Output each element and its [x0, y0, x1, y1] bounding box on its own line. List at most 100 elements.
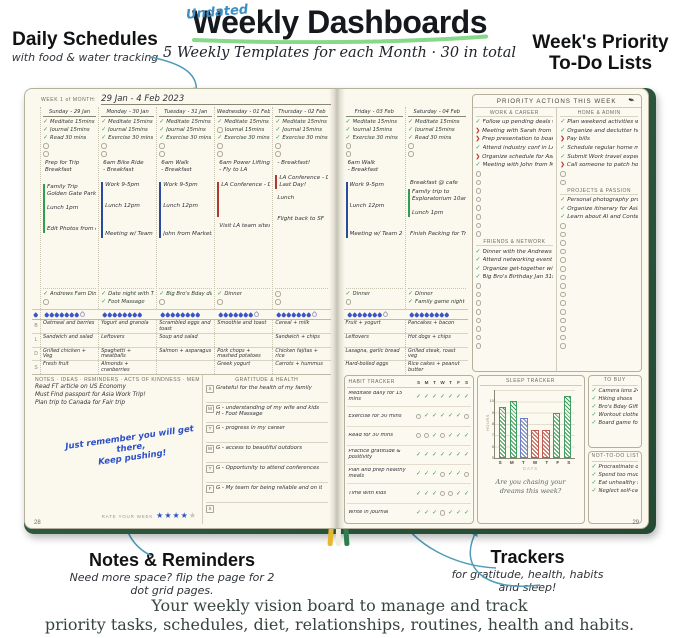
empty-checkbox-icon — [475, 231, 481, 237]
gratitude-header: GRATITUDE & HEALTH — [235, 377, 299, 383]
not-to-do-box: NOT-TO-DO LIST ✓Procrastinate on work ta… — [587, 451, 642, 524]
gratitude-day-letter: W — [206, 444, 215, 453]
day-name: Friday — [354, 108, 371, 115]
habit-mark-cell: ✓ — [455, 510, 463, 516]
check-icon: ✓ — [345, 119, 351, 125]
habit-mark-cell: ✓ — [423, 471, 431, 477]
list-item: ✓ Workout clothes — [592, 411, 639, 419]
schedule-entry: Meeting w/ Team 2-4 — [105, 231, 154, 237]
check-icon: ✓ — [431, 490, 438, 497]
empty-checkbox-icon — [560, 343, 566, 349]
check-icon: ✓ — [475, 257, 481, 264]
sleep-x-tick: T — [521, 460, 525, 465]
sleep-question-line2: dreams this week? — [499, 486, 562, 495]
priority-actions-box: PRIORITY ACTIONS THIS WEEK ✒ WORK & CARE… — [471, 94, 642, 372]
priority-item: ✓Organize get-together with colleagues — [476, 265, 554, 274]
schedule-entry: LA Conference - Day 2 — [279, 175, 328, 181]
sleep-bar — [531, 429, 539, 458]
check-icon: ✓ — [431, 394, 438, 401]
schedule-entry: Lunch 1pm — [412, 210, 444, 216]
notes-section: NOTES · IDEAS · REMINDERS · ACTS OF KIND… — [32, 375, 204, 524]
habit-tracker-title: HABIT TRACKER — [348, 379, 395, 385]
empty-checkbox-icon — [217, 143, 223, 149]
habit-day-letter: F — [457, 379, 460, 385]
habit-tracker-label: Exercise for 30 mins — [348, 413, 402, 419]
check-icon: ✓ — [591, 420, 597, 426]
schedule-entry: - Breakfast! — [277, 160, 311, 166]
empty-checkbox-icon — [43, 143, 49, 149]
empty-checkbox-icon — [439, 510, 446, 516]
schedule-entry — [412, 203, 466, 210]
day-date: - 03 Feb — [372, 108, 394, 115]
schedule-block: Finish Packing for Trip — [408, 231, 466, 238]
priority-column-right: HOME & ADMIN✓Plan weekend activities wit… — [556, 108, 641, 371]
priority-item-label: Schedule regular home maintenance — [567, 145, 638, 152]
empty-checkbox-icon — [560, 291, 566, 298]
sleep-bar — [509, 401, 518, 458]
schedule-entry: John from Marketing 2-5 — [163, 231, 212, 237]
gratitude-entry: G - My team for being reliable and on it — [216, 485, 322, 503]
priority-empty-row — [560, 342, 638, 351]
schedule-block: LA Conference - Day 2Last Day! — [275, 175, 328, 189]
check-icon: ✓ — [463, 490, 470, 497]
priority-columns: WORK & CAREER✓Follow up pending deals wi… — [473, 108, 642, 371]
water-tracker — [99, 312, 157, 317]
habit-row: ✓ Journal 15mins — [159, 126, 212, 134]
empty-checkbox-icon — [475, 188, 481, 194]
meal-cell: Rice cakes + peanut butter — [408, 361, 460, 374]
priority-empty-row — [475, 170, 554, 179]
callout-priority-lists: Week's Priority To-Do Lists — [528, 32, 673, 75]
page-title: Weekly Dashboards — [191, 4, 488, 40]
priority-item: ✓ Big Bro's Birthday Jan 31st — [476, 273, 554, 282]
schedule-entry: Lunch 12pm — [349, 203, 385, 209]
empty-checkbox-icon — [560, 223, 566, 229]
habit-row: ✓ Meditate 15mins — [275, 118, 328, 126]
check-icon: ✓ — [560, 205, 566, 212]
schedule-block: 6am Power Lifting - Fly to LA — [217, 160, 270, 174]
gratitude-entry: Grateful for the health of my family — [216, 385, 312, 403]
check-icon: ✓ — [591, 396, 597, 402]
meal-cell: Lasagna, garlic bread — [344, 347, 406, 361]
day-column: Monday - 30 Jan ✓ Meditate 15mins ✓ Journal 1… — [99, 107, 158, 309]
priority-empty-row — [475, 307, 554, 316]
water-droplet-icon — [381, 310, 389, 319]
day-column: Tuesday - 31 Jan ✓ Meditate 15mins ✓ Journal … — [157, 107, 216, 309]
left-meals-grid: B Oatmeal and berries Yogurt and granola Sc… — [32, 319, 331, 374]
star-icon: ★ — [180, 511, 189, 520]
gratitude-rows: S Grateful for the health of my family M G … — [206, 383, 328, 522]
priority-empty-row — [475, 316, 554, 325]
sleep-y-tick: 5 — [491, 455, 494, 460]
list-item: ✓Procrastinate on work tasks — [592, 463, 639, 471]
empty-checkbox-icon — [560, 309, 566, 315]
habit-mark-cell — [439, 490, 447, 497]
habit-mark-cell: ✓ — [439, 452, 447, 458]
list-item: ✓Neglect self-care — [592, 487, 639, 495]
empty-checkbox-icon — [415, 413, 422, 420]
water-droplet-icon — [433, 312, 439, 317]
water-tracker — [406, 312, 468, 317]
priority-item: ❯Meeting with Sarah from Sales — [476, 127, 554, 136]
habit-label: Exercise 30 mins — [282, 135, 328, 141]
evening-label: Dinner — [352, 291, 371, 297]
habit-tracker-label: Write in journal — [348, 509, 389, 515]
empty-checkbox-icon — [560, 334, 566, 341]
check-icon: ✓ — [463, 432, 470, 439]
check-icon: ✓ — [431, 413, 438, 420]
check-icon: ✓ — [431, 451, 438, 458]
empty-habit-row — [43, 150, 96, 158]
check-icon: ✓ — [423, 451, 430, 458]
evening-label: Big Bro's Bday dinner — [166, 291, 212, 297]
check-icon: ✓ — [447, 394, 454, 401]
right-top-row: Friday - 03 Feb ✓ Meditate 15mins ✓ Journal 1… — [343, 94, 642, 374]
empty-checkbox-icon — [560, 179, 566, 186]
priority-item-label: Meeting with Sarah from Sales — [482, 127, 553, 134]
habit-mark-cell: ✓ — [447, 471, 455, 477]
schedule-entry — [163, 210, 212, 217]
meal-cell: Leftovers — [344, 333, 406, 347]
meal-cell: Grilled steak, roast veg — [408, 347, 456, 360]
check-icon: ✓ — [447, 509, 454, 516]
meal-cell: Carrots + hummus — [275, 361, 323, 368]
priority-item-label: Prep presentation to board of directors — [482, 136, 553, 143]
